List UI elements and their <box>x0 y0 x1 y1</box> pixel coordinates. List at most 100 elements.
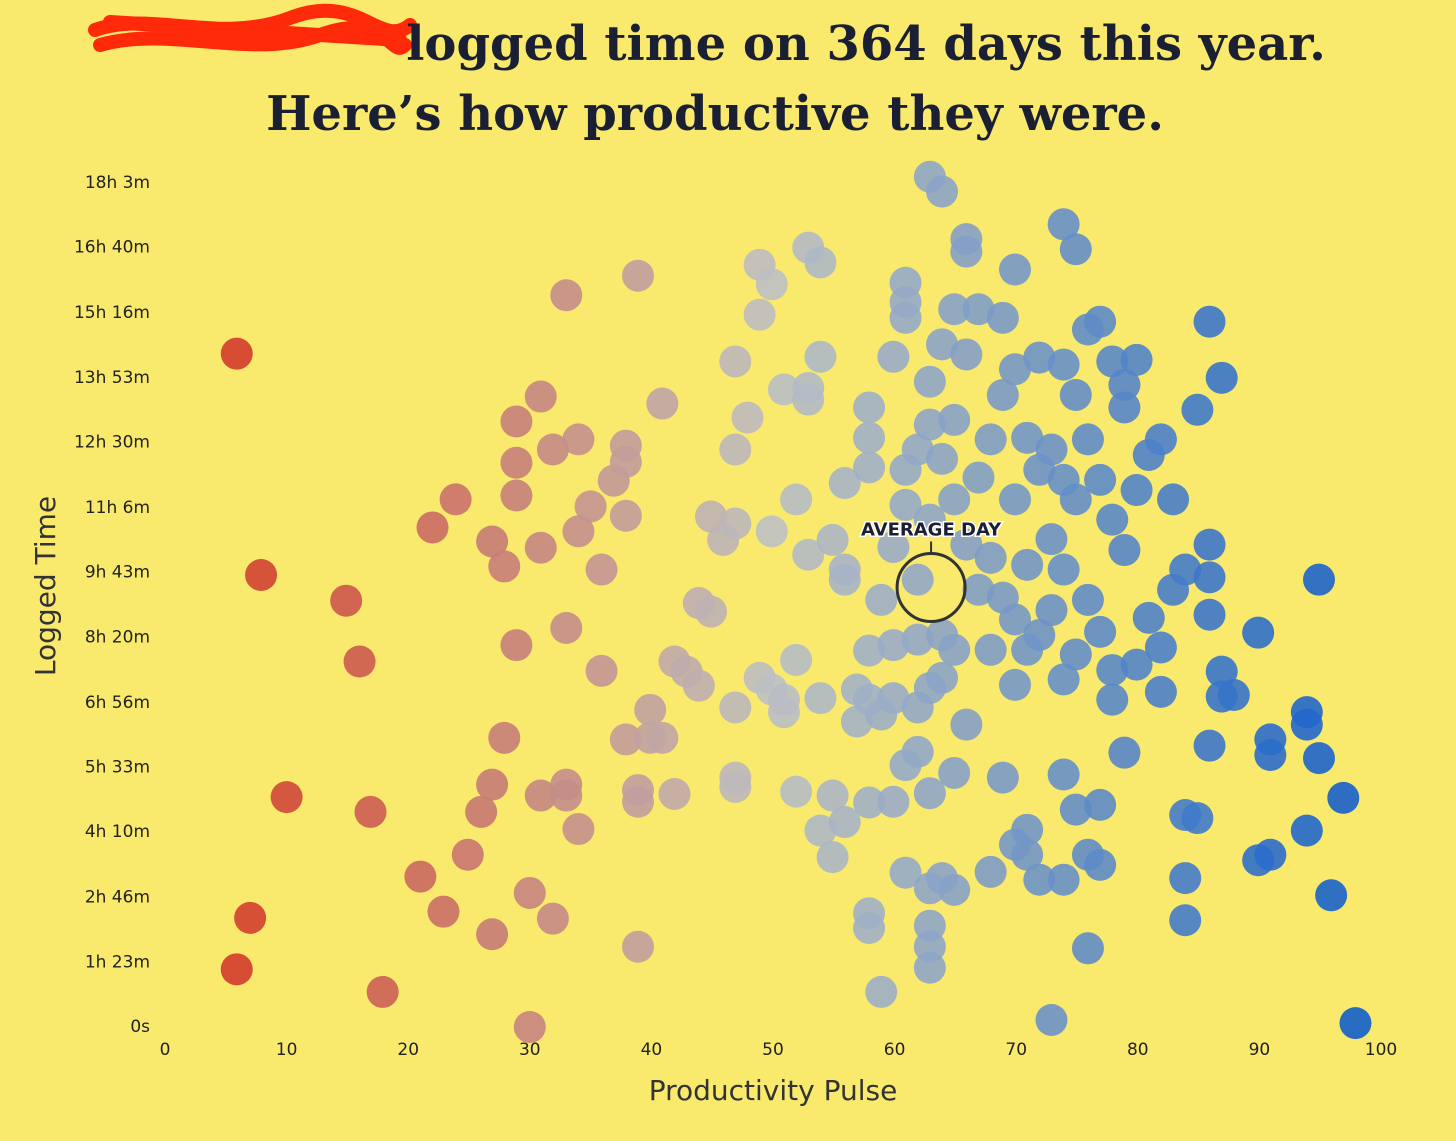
y-tick-label: 8h 20m <box>85 627 150 647</box>
point <box>1290 708 1323 741</box>
point <box>962 573 995 606</box>
point <box>1120 343 1153 376</box>
point <box>500 629 533 662</box>
y-tick-label: 16h 40m <box>74 238 150 258</box>
point <box>585 553 618 586</box>
x-tick-label: 60 <box>884 1040 906 1060</box>
point <box>1193 305 1226 338</box>
point <box>536 433 569 466</box>
point <box>646 387 679 420</box>
point <box>1254 838 1287 871</box>
point <box>950 528 983 561</box>
point <box>622 785 655 818</box>
point <box>1071 423 1104 456</box>
y-tick-label: 11h 6m <box>85 498 150 518</box>
point <box>622 259 655 292</box>
point <box>1084 615 1117 648</box>
point <box>719 770 752 803</box>
point <box>270 781 303 814</box>
point <box>1302 563 1335 596</box>
point <box>1315 879 1348 912</box>
point <box>719 345 752 378</box>
point <box>986 378 1019 411</box>
point <box>1108 736 1141 769</box>
point <box>427 895 460 928</box>
point <box>1059 378 1092 411</box>
point <box>513 876 546 909</box>
point <box>1071 583 1104 616</box>
point <box>1035 1003 1068 1036</box>
point <box>938 483 971 516</box>
point <box>853 912 886 945</box>
point <box>913 408 946 441</box>
point <box>938 756 971 789</box>
point <box>1181 393 1214 426</box>
point <box>550 279 583 312</box>
y-tick-label: 9h 43m <box>85 563 150 583</box>
point <box>877 682 910 715</box>
point <box>465 795 498 828</box>
point <box>634 693 667 726</box>
point <box>901 563 934 596</box>
point <box>1169 862 1202 895</box>
point <box>500 479 533 512</box>
point <box>877 340 910 373</box>
point <box>1108 391 1141 424</box>
y-tick-label: 4h 10m <box>85 822 150 842</box>
point <box>404 860 437 893</box>
point <box>719 433 752 466</box>
point <box>1144 675 1177 708</box>
x-tick-label: 10 <box>276 1040 298 1060</box>
point <box>488 550 521 583</box>
x-tick-label: 0 <box>160 1040 171 1060</box>
x-axis-label: Productivity Pulse <box>649 1074 898 1107</box>
point <box>1023 341 1056 374</box>
point <box>974 633 1007 666</box>
point <box>865 975 898 1008</box>
point <box>488 721 521 754</box>
x-tick-label: 50 <box>762 1040 784 1060</box>
y-tick-label: 13h 53m <box>74 368 150 388</box>
point <box>1096 654 1129 687</box>
point <box>828 806 861 839</box>
point <box>889 301 922 334</box>
point <box>245 558 278 591</box>
point <box>998 483 1031 516</box>
point <box>609 723 642 756</box>
point <box>901 433 934 466</box>
point <box>780 643 813 676</box>
point <box>1181 802 1214 835</box>
point <box>913 503 946 536</box>
point <box>536 902 569 935</box>
point <box>998 603 1031 636</box>
point <box>524 380 557 413</box>
point <box>1084 305 1117 338</box>
point <box>804 246 837 279</box>
point <box>1011 548 1044 581</box>
point <box>1096 683 1129 716</box>
point <box>609 445 642 478</box>
point <box>220 337 253 370</box>
point <box>234 901 267 934</box>
point <box>767 696 800 729</box>
point <box>1059 638 1092 671</box>
point <box>1059 233 1092 266</box>
point <box>974 423 1007 456</box>
point <box>220 953 253 986</box>
point <box>1169 553 1202 586</box>
point <box>816 523 849 556</box>
point <box>853 786 886 819</box>
point <box>792 383 825 416</box>
y-tick-label: 5h 33m <box>85 757 150 777</box>
point <box>1047 758 1080 791</box>
point <box>816 841 849 874</box>
point <box>1144 423 1177 456</box>
point <box>1096 503 1129 536</box>
point <box>1193 598 1226 631</box>
x-tick-label: 20 <box>397 1040 419 1060</box>
point <box>476 768 509 801</box>
point <box>877 785 910 818</box>
point <box>719 507 752 540</box>
point <box>343 645 376 678</box>
